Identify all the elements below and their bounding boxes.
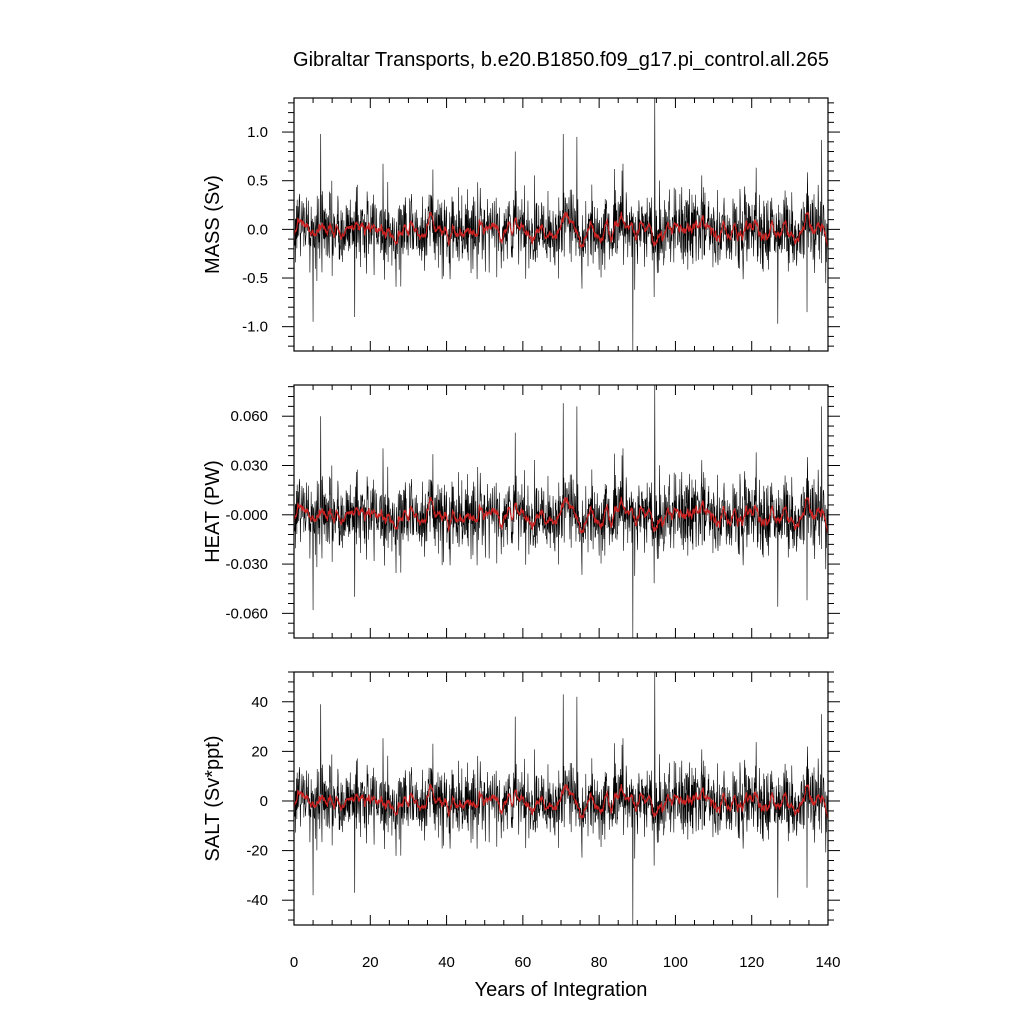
x-tick-label: 40	[438, 954, 455, 971]
x-tick-label: 20	[362, 954, 379, 971]
y-tick-label: 20	[251, 743, 268, 760]
salt-panel: 0 20 40 60 80 100 120 140 40 20 0 -20 -40 SALT (Sv*pp…	[202, 671, 841, 971]
y-tick-label: 1.0	[247, 124, 268, 141]
x-tick-label: 140	[815, 954, 840, 971]
y-axis-label: MASS (Sv)	[202, 175, 224, 274]
figure-title: Gibraltar Transports, b.e20.B1850.f09_g1…	[293, 49, 829, 71]
y-tick-label: 0.0	[247, 221, 268, 238]
mass-panel: 1.0 0.5 0.0 -0.5 -1.0 MASS (Sv)	[202, 97, 840, 352]
x-tick-label: 100	[663, 954, 688, 971]
running-mean-line	[294, 496, 828, 534]
y-tick-label: -0.030	[225, 556, 268, 573]
y-tick-label: -20	[246, 843, 268, 860]
monthly-series-line	[294, 672, 828, 925]
x-tick-label: 0	[290, 954, 298, 971]
y-tick-label: -40	[246, 892, 268, 909]
x-tick-label: 60	[515, 954, 532, 971]
x-tick-label: 80	[591, 954, 608, 971]
x-tick-label: 120	[739, 954, 764, 971]
y-tick-label: 0.030	[230, 458, 268, 475]
y-tick-label: 40	[251, 694, 268, 711]
y-tick-label: -1.0	[242, 319, 268, 336]
monthly-series-line	[294, 98, 828, 351]
y-tick-label: -0.5	[242, 270, 268, 287]
monthly-series-line	[294, 385, 828, 638]
running-mean-line	[294, 783, 828, 819]
y-tick-label: -0.060	[225, 605, 268, 622]
y-tick-label: 0.5	[247, 173, 268, 190]
y-axis-label: HEAT (PW)	[202, 460, 224, 563]
y-axis-label: SALT (Sv*ppt)	[202, 736, 224, 862]
running-mean-line	[294, 211, 828, 248]
x-axis-label: Years of Integration	[475, 979, 648, 1001]
y-tick-label: 0.060	[230, 408, 268, 425]
y-tick-label: 0	[260, 793, 268, 810]
heat-panel: 0.060 0.030 -0.000 -0.030 -0.060 HEAT (PW)	[202, 384, 840, 639]
y-tick-label: -0.000	[225, 507, 268, 524]
